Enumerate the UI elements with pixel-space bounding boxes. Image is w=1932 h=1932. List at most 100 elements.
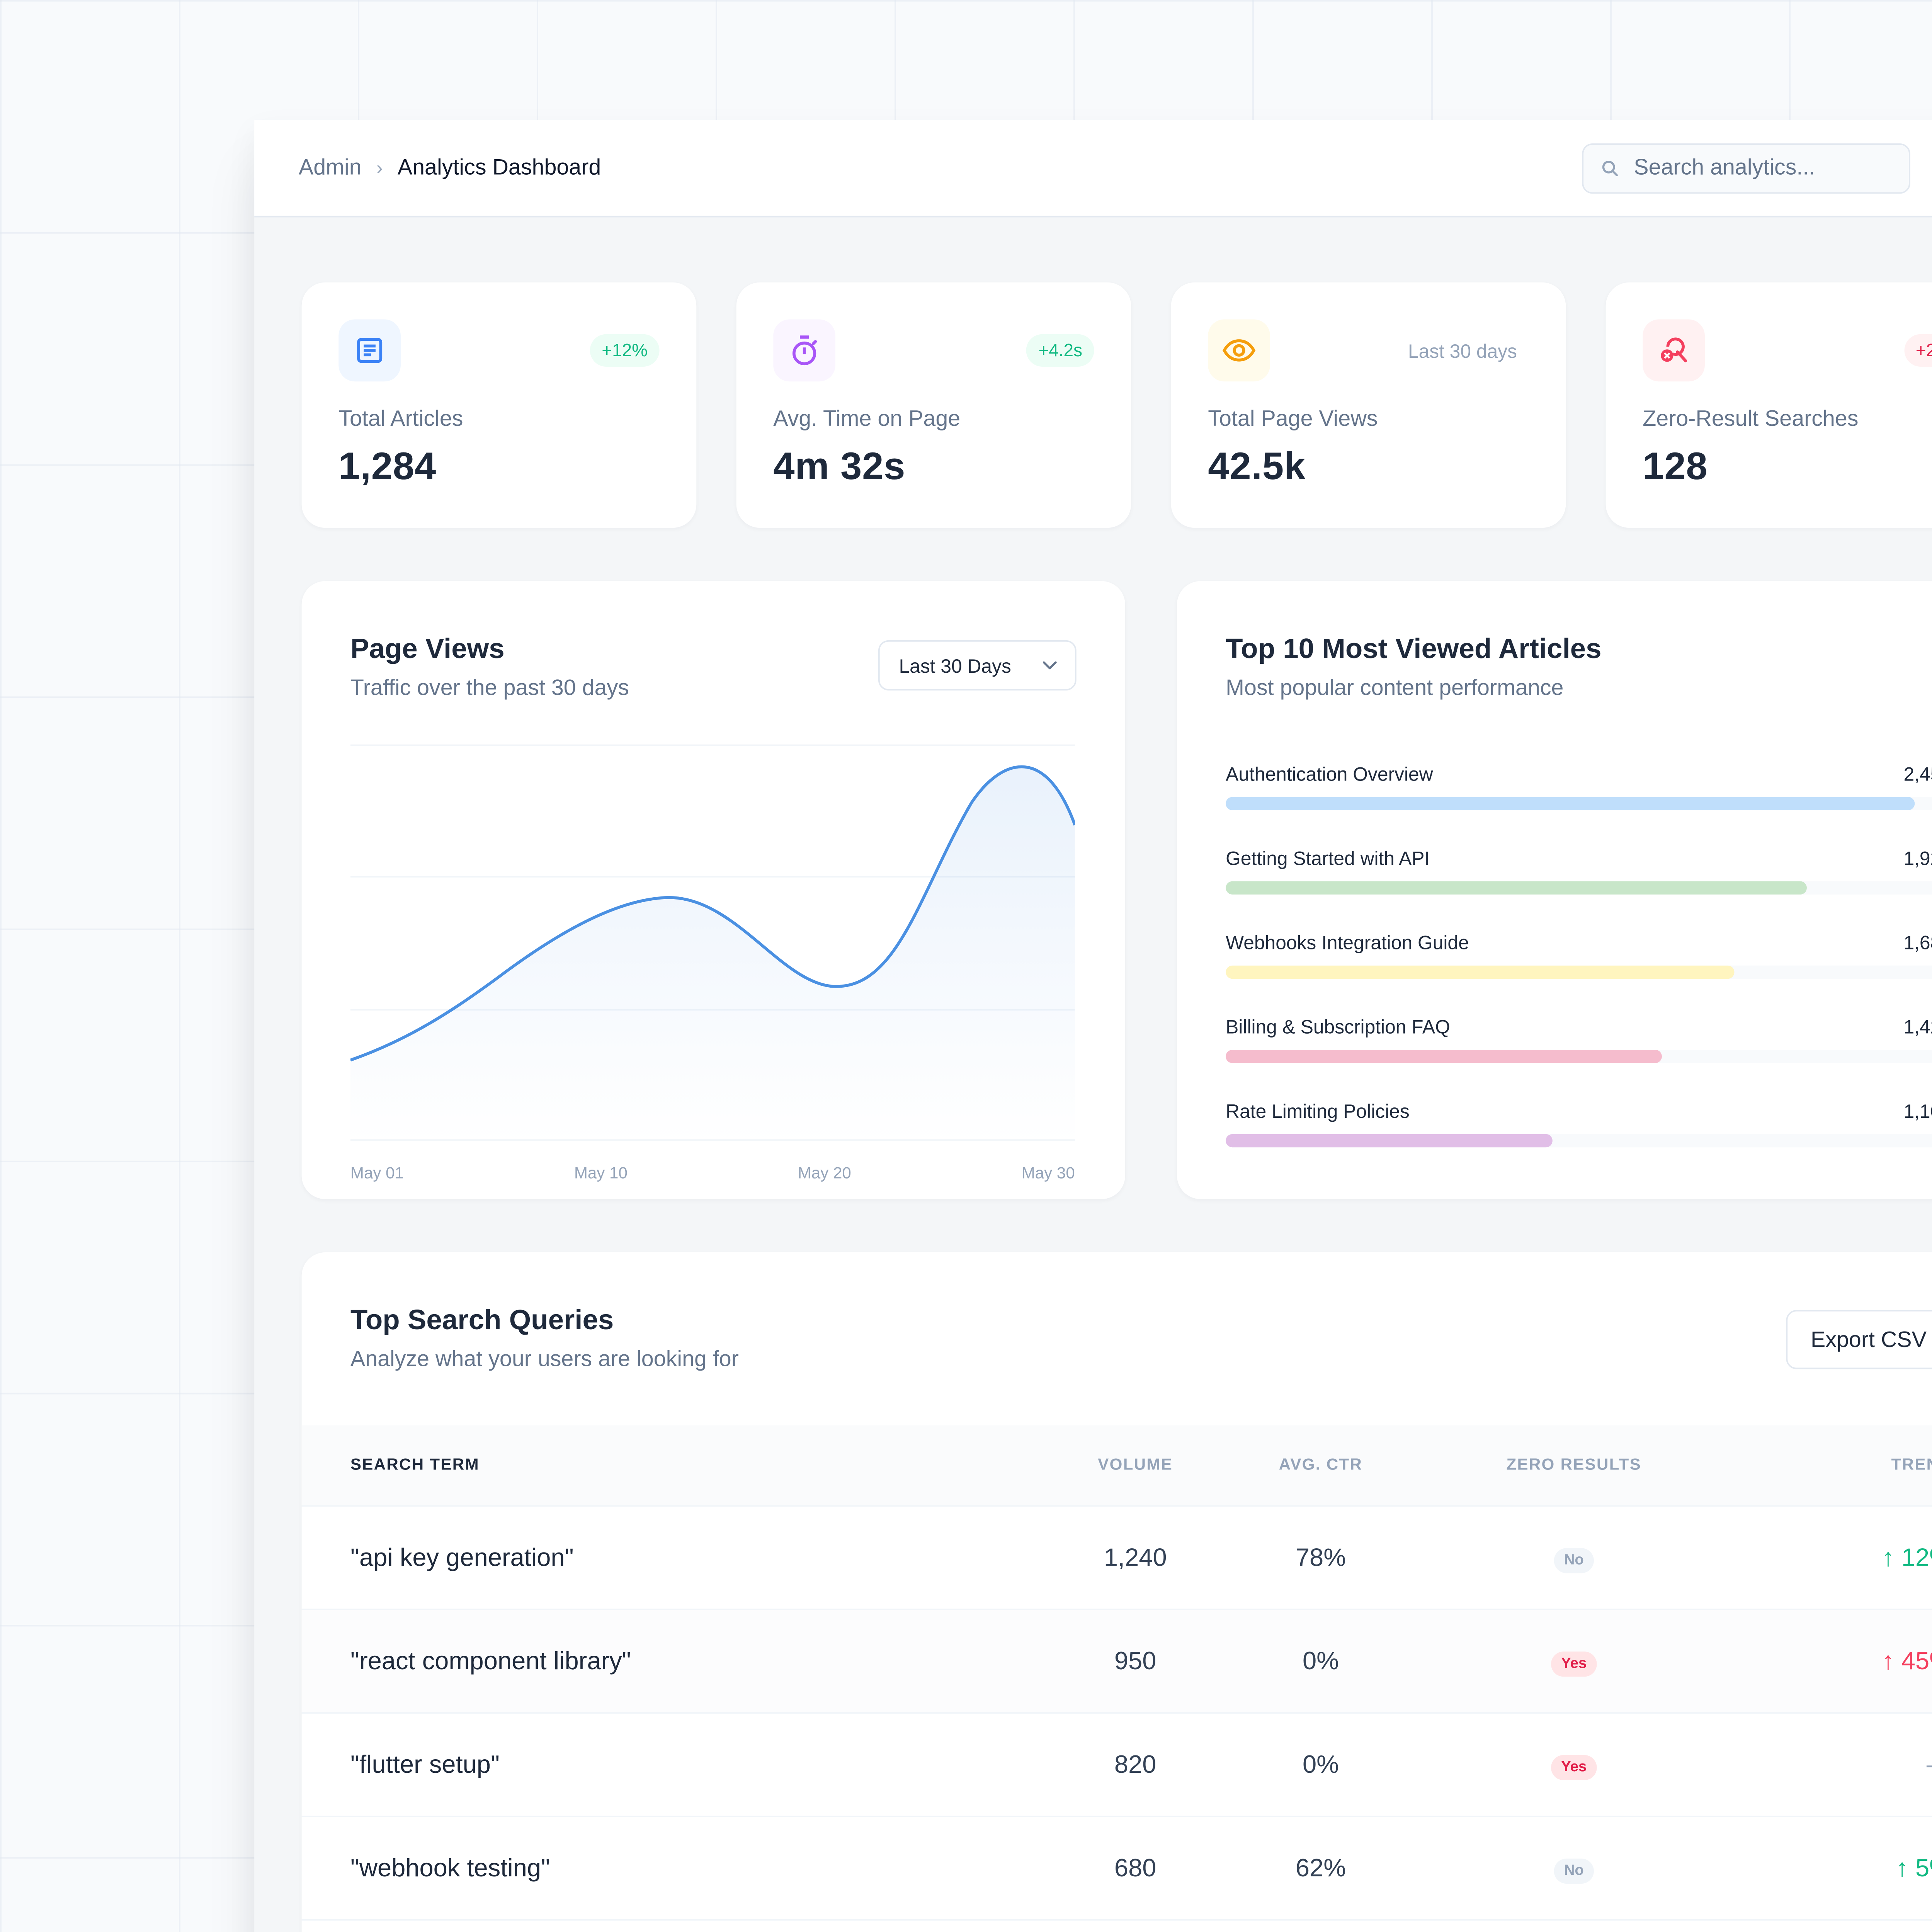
change-badge: +12% [590, 334, 660, 367]
table-row[interactable]: "api key generation" 1,240 78% No ↑ 12% [301, 1505, 1932, 1610]
search-term: "api key generation" [301, 1505, 1048, 1610]
trend-value: ↑ 5% [1729, 1815, 1932, 1920]
page-views-line-chart [350, 744, 1077, 1143]
progress-track [1226, 797, 1932, 810]
x-axis-label: May 10 [574, 1165, 628, 1183]
table-row[interactable]: "flutter setup" 820 0% Yes — [301, 1712, 1932, 1816]
volume: 680 [1048, 1815, 1223, 1920]
progress-track [1226, 965, 1932, 979]
stat-label: Zero-Result Searches [1643, 406, 1859, 432]
zero-results-badge: Yes [1551, 1651, 1597, 1677]
column-header-trend[interactable]: Trend [1729, 1425, 1932, 1506]
article-item[interactable]: Authentication Overview 2,450 [1226, 763, 1932, 810]
breadcrumb: Admin › Analytics Dashboard [299, 155, 1582, 180]
stat-value: 128 [1643, 443, 1708, 488]
stat-card-avg-time: +4.2s Avg. Time on Page 4m 32s [736, 282, 1131, 528]
card-subtitle: Analyze what your users are looking for [350, 1347, 739, 1372]
search-icon [1602, 160, 1618, 176]
article-item[interactable]: Billing & Subscription FAQ 1,420 [1226, 1016, 1932, 1063]
search-input[interactable]: Search analytics... [1582, 143, 1910, 193]
progress-bar [1226, 881, 1807, 895]
stat-label: Avg. Time on Page [773, 406, 961, 432]
eye-icon [1222, 339, 1256, 362]
progress-bar [1226, 965, 1734, 979]
stopwatch-icon [793, 335, 817, 366]
table-row[interactable]: "sso integration" 540 89% No ↓ 2% [301, 1919, 1932, 1932]
column-header-volume[interactable]: Volume [1048, 1425, 1223, 1506]
avg-ctr: 78% [1223, 1505, 1418, 1610]
stat-label: Total Articles [338, 406, 463, 432]
card-subtitle: Traffic over the past 30 days [350, 675, 629, 701]
stat-card-total-articles: +12% Total Articles 1,284 [301, 282, 697, 528]
page-title: Analytics Dashboard [397, 155, 601, 180]
article-views: 1,100 [1903, 1100, 1932, 1122]
article-name: Billing & Subscription FAQ [1226, 1015, 1450, 1038]
column-header-avg-ctr[interactable]: Avg. CTR [1223, 1425, 1418, 1506]
card-title: Top 10 Most Viewed Articles [1226, 634, 1602, 665]
trend-value: ↑ 45% [1729, 1609, 1932, 1713]
stat-value: 1,284 [338, 443, 437, 488]
trend-value: ↑ 12% [1729, 1505, 1932, 1610]
export-csv-button[interactable]: Export CSV [1785, 1310, 1932, 1369]
x-axis-labels: May 01 May 10 May 20 May 30 [350, 1165, 1075, 1183]
line-chart [350, 744, 1077, 1143]
page-views-card: Page Views Traffic over the past 30 days… [301, 581, 1125, 1199]
search-term: "webhook testing" [301, 1815, 1048, 1920]
article-name: Authentication Overview [1226, 763, 1433, 785]
search-placeholder: Search analytics... [1634, 155, 1815, 180]
stat-icon-container [1643, 319, 1705, 382]
column-header-search-term[interactable]: Search Term [301, 1425, 1048, 1506]
table-row[interactable]: "webhook testing" 680 62% No ↑ 5% [301, 1815, 1932, 1920]
app-window: Admin › Analytics Dashboard Search analy… [254, 119, 1932, 1932]
date-range-select[interactable]: Last 30 Days [878, 640, 1077, 690]
stat-label: Total Page Views [1208, 406, 1378, 432]
table-row[interactable]: "react component library" 950 0% Yes ↑ 4… [301, 1609, 1932, 1713]
volume: 1,240 [1048, 1505, 1223, 1610]
stat-card-zero-result-searches: +2% Zero-Result Searches 128 [1605, 282, 1932, 528]
stat-cards: +12% Total Articles 1,284 +4.2s Avg. Tim… [301, 282, 1932, 528]
article-item[interactable]: Getting Started with API 1,920 [1226, 847, 1932, 895]
search-term: "sso integration" [301, 1919, 1048, 1932]
trend-value: ↓ 2% [1729, 1919, 1932, 1932]
progress-bar [1226, 1134, 1553, 1148]
document-icon [357, 338, 383, 363]
article-list: Authentication Overview 2,450 Getting Sta… [1226, 763, 1932, 1148]
x-axis-label: May 01 [350, 1165, 404, 1183]
search-x-icon [1661, 337, 1687, 362]
article-name: Webhooks Integration Guide [1226, 931, 1469, 954]
volume: 950 [1048, 1609, 1223, 1713]
avg-ctr: 0% [1223, 1712, 1418, 1816]
zero-results-badge: No [1553, 1858, 1594, 1884]
search-queries-card: Top Search Queries Analyze what your use… [301, 1252, 1932, 1932]
zero-results-badge: Yes [1551, 1755, 1597, 1781]
breadcrumb-admin[interactable]: Admin [298, 155, 362, 180]
search-queries-table: Search Term Volume Avg. CTR Zero Results… [301, 1425, 1932, 1932]
column-header-zero-results[interactable]: Zero Results [1418, 1425, 1730, 1506]
article-views: 1,920 [1903, 847, 1932, 869]
trend-value: — [1729, 1712, 1932, 1816]
progress-track [1226, 1134, 1932, 1148]
x-axis-label: May 30 [1021, 1165, 1075, 1183]
change-badge: +2% [1904, 334, 1932, 367]
progress-bar [1226, 797, 1915, 810]
card-subtitle: Most popular content performance [1226, 675, 1564, 701]
article-item[interactable]: Rate Limiting Policies 1,100 [1226, 1100, 1932, 1148]
article-views: 2,450 [1903, 763, 1932, 785]
date-range-value: Last 30 Days [899, 654, 1011, 677]
progress-bar [1226, 1049, 1662, 1063]
stat-value: 42.5k [1208, 443, 1306, 488]
progress-track [1226, 1049, 1932, 1063]
article-views: 1,420 [1903, 1015, 1932, 1038]
top-bar: Admin › Analytics Dashboard Search analy… [254, 119, 1932, 218]
volume: 540 [1048, 1919, 1223, 1932]
x-axis-label: May 20 [798, 1165, 851, 1183]
period-label: Last 30 days [1408, 339, 1517, 362]
search-term: "react component library" [301, 1609, 1048, 1713]
chevron-right-icon: › [376, 156, 383, 179]
volume: 820 [1048, 1712, 1223, 1816]
stat-icon-container [338, 319, 401, 382]
article-item[interactable]: Webhooks Integration Guide 1,680 [1226, 932, 1932, 979]
article-name: Rate Limiting Policies [1226, 1100, 1410, 1122]
article-views: 1,680 [1903, 931, 1932, 954]
